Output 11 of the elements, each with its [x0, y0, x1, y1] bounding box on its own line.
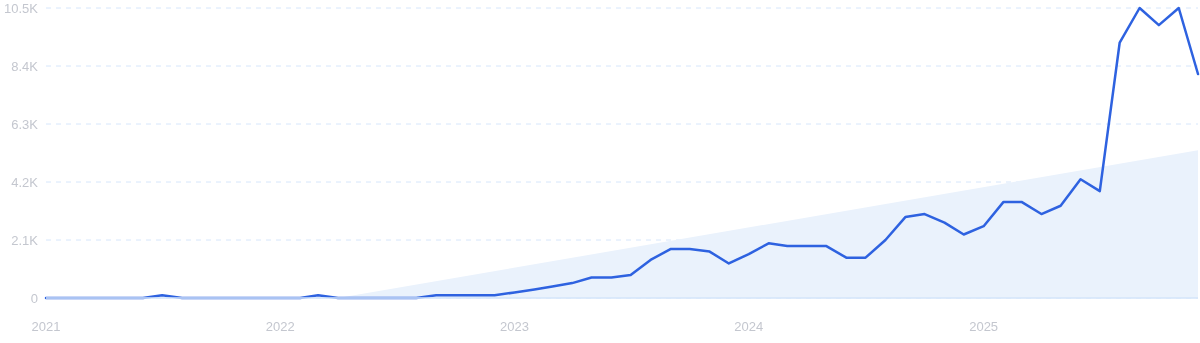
- x-tick-label: 2022: [265, 319, 295, 334]
- x-tick-label: 2024: [734, 319, 764, 334]
- y-tick-label: 4.2K: [11, 174, 39, 190]
- y-tick-label: 6.3K: [11, 116, 39, 132]
- y-tick-label: 10.5K: [4, 0, 39, 16]
- x-tick-label: 2021: [31, 319, 61, 334]
- y-tick-label: 0: [30, 290, 38, 306]
- x-tick-label: 2023: [500, 319, 529, 334]
- x-tick-label: 2025: [969, 319, 999, 334]
- y-tick-label: 2.1K: [11, 232, 39, 248]
- y-tick-label: 8.4K: [11, 58, 39, 74]
